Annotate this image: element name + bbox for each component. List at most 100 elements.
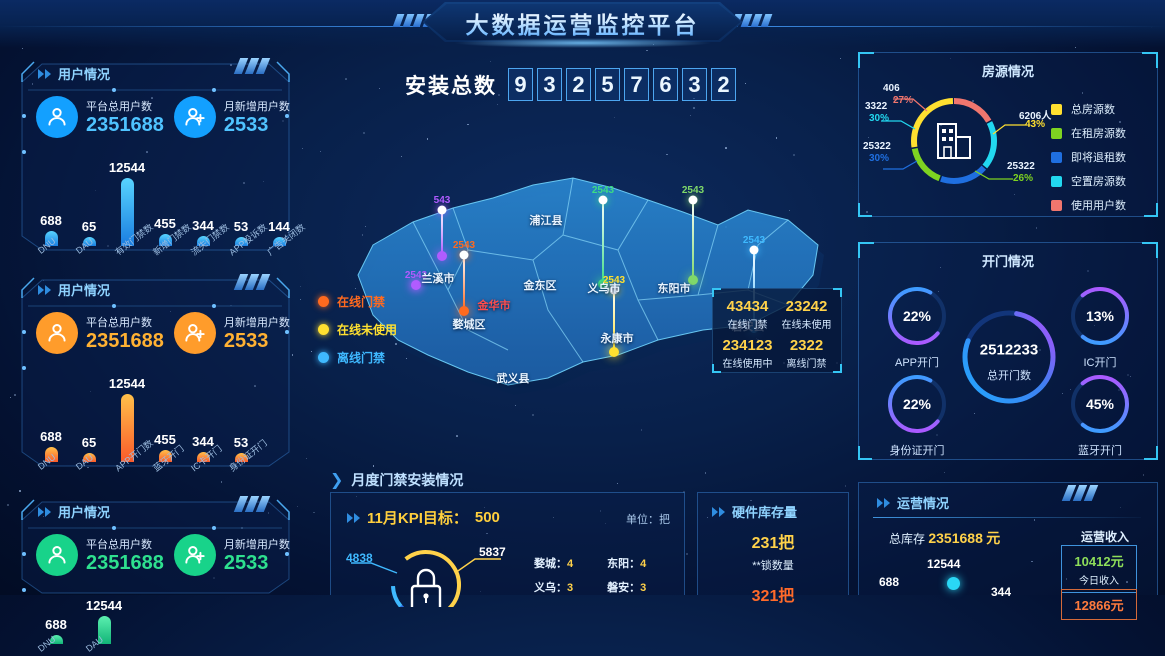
user-card-value-0: 2351688 [86,330,164,353]
map-city-5[interactable]: 金华市 [478,297,511,313]
map-stat-value-1: 23242 [778,298,835,315]
corner-bl [712,364,721,373]
map-city-6[interactable]: 婺城区 [453,316,486,332]
housing-legend-item-2[interactable]: 即将退租数 [1051,149,1126,165]
operations-panel-title: 运营情况 [877,493,949,512]
door-gauge-0[interactable]: 22% APP开门 [881,283,953,370]
housing-percent-0: 27% [893,95,913,106]
monthly-city-value-1: 4 [640,558,646,570]
stock-label: 总库存 [889,532,925,546]
housing-percent-4: 43% [1025,119,1045,130]
map-legend-item-1[interactable]: 在线未使用 [318,321,397,338]
gauge-label-2: 身份证开门 [890,442,945,458]
divider-line [873,517,1141,518]
map-pin-value-2: 2543 [453,240,475,251]
op-point-icon [947,577,960,590]
user-panel-title-text-1: 用户情况 [58,280,110,299]
map-stat-2: 234123 在线使用中 [719,337,776,370]
map-stats-box: 43434 在线门禁 23242 在线未使用 234123 在线使用中 2322… [712,288,842,373]
map-stat-label-2: 在线使用中 [719,355,776,370]
door-center-gauge: 2512233 总开门数 [955,303,1063,411]
map-pin-value-0: 543 [434,195,451,206]
housing-legend-item-4[interactable]: 使用用户数 [1051,197,1126,213]
monthly-city-name-0: 婺城： [534,558,567,570]
user-cards-1: 平台总用户数 2351688 月新增用户数 2533 [36,312,290,354]
hardware-value-1: 231把 [698,529,848,553]
housing-panel-title: 房源情况 [859,61,1157,80]
corner-tr [833,288,842,297]
legend-swatch-icon [1051,152,1062,163]
app-header: 大数据运营监控平台 [0,0,1165,48]
install-digit-6: 3 [682,68,707,101]
user-panel-1: 用户情况 平台总用户数 2351688 [14,268,297,468]
map-stat-label-1: 在线未使用 [778,316,835,331]
header-line-right [745,26,1165,27]
map-legend-item-0[interactable]: 在线门禁 [318,293,397,310]
housing-legend-item-0[interactable]: 总房源数 [1051,101,1126,117]
user-panel-2: 用户情况 平台总用户数 2351688 [14,490,297,595]
stock-value: 2351688 [928,530,983,546]
gauge-percent-1: 13% [1086,308,1114,324]
map-city-2[interactable]: 金东区 [524,277,557,293]
install-digit-4: 7 [624,68,649,101]
monthly-city-2: 义乌：3 [534,579,573,595]
today-income-label: 今日收入 [1062,572,1136,587]
gauge-label-1: IC开门 [1084,354,1117,370]
today-income-box: 10412元 今日收入 [1061,545,1137,593]
chevron-double-icon [347,513,360,523]
user-bar-labels-2: DNU DAU [36,646,132,656]
monthly-title-text: 月度门禁安装情况 [351,470,463,490]
map-city-4[interactable]: 东阳市 [658,280,691,296]
map-legend: 在线门禁 在线未使用 离线门禁 [318,293,397,377]
map-legend-item-2[interactable]: 离线门禁 [318,349,397,366]
legend-swatch-icon [1051,200,1062,211]
gauge-percent-2: 22% [903,396,931,412]
door-gauge-3[interactable]: 45% 蓝牙开门 [1064,371,1136,458]
user-bar-labels-1: DNU DAU APP开门数 蓝牙开门 IC卡开门 身份证开门 [36,464,264,477]
map-pin-value-5: 2543 [743,235,765,246]
map-city-7[interactable]: 永康市 [601,330,634,346]
map-city-3[interactable]: 义乌市 [588,280,621,296]
user-card-value-1: 2533 [224,114,290,137]
map-stat-label-0: 在线门禁 [719,316,776,331]
map-city-1[interactable]: 兰溪市 [422,270,455,286]
map-pin-value-3: 2543 [592,185,614,196]
map-city-0[interactable]: 浦江县 [530,212,563,228]
monthly-city-value-2: 3 [567,582,573,594]
chevron-double-icon [38,69,51,79]
map-stat-3: 2322 离线门禁 [778,337,835,370]
housing-percent-1: 30% [869,113,889,124]
hardware-values: 231把 **锁数量 321把 [698,529,848,606]
housing-legend-label-2: 即将退租数 [1071,149,1126,165]
kpi-label: 11月KPI目标： [367,507,468,528]
header-line-left [0,26,420,27]
install-digit-3: 5 [595,68,620,101]
user-card-label-1: 月新增用户数 [224,98,290,114]
housing-legend-item-3[interactable]: 空置房源数 [1051,173,1126,189]
page-title: 大数据运营监控平台 [466,6,700,40]
user-bar-chart-2: 688 12544 [32,590,128,644]
door-gauge-1[interactable]: 13% IC开门 [1064,283,1136,370]
user-card-value-0: 2351688 [86,552,164,575]
legend-dot-icon [318,324,329,335]
install-digit-0: 9 [508,68,533,101]
install-digit-1: 3 [537,68,562,101]
user-card-value-1: 2533 [224,552,290,575]
op-bar-value-1: 12544 [927,557,960,571]
chevron-double-icon [38,285,51,295]
total-stock: 总库存 2351688 元 [889,528,1000,548]
legend-swatch-icon [1051,128,1062,139]
op-bar-value-2: 344 [991,585,1011,599]
door-panel-title: 开门情况 [859,251,1157,270]
chevron-right-icon: ❯ [330,470,343,490]
door-gauge-2[interactable]: 22% 身份证开门 [881,371,953,458]
user-panel-0: 用户情况 平台总用户数 2351688 [14,52,297,252]
user-card-1: 月新增用户数 2533 [174,534,290,576]
legend-label-0: 在线门禁 [337,293,385,310]
map-stat-label-3: 离线门禁 [778,355,835,370]
map-city-9[interactable]: 武义县 [497,370,530,386]
legend-label-1: 在线未使用 [337,321,397,338]
housing-legend-item-1[interactable]: 在租房源数 [1051,125,1126,141]
bar-value-0: 688 [40,213,62,228]
today-income-value: 10412元 [1062,551,1136,570]
